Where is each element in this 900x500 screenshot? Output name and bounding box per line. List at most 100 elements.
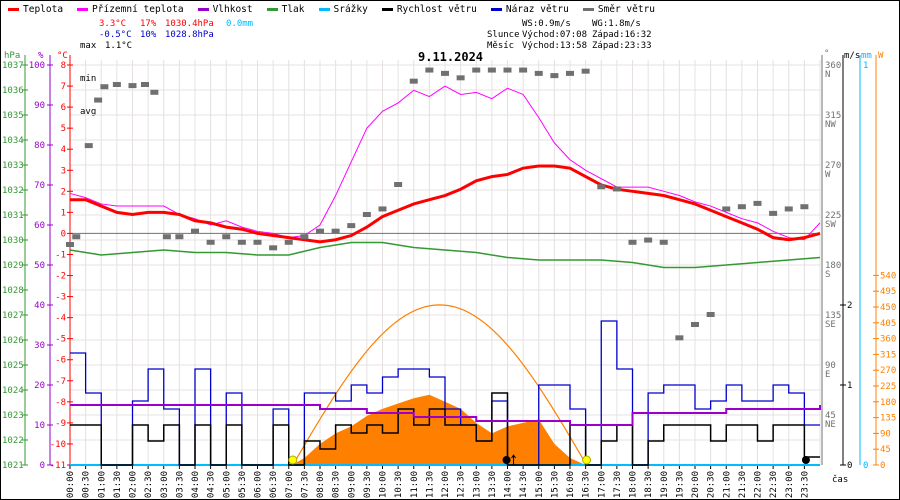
legend-item-humidity: Vlhkost bbox=[197, 4, 253, 15]
legend-swatch bbox=[8, 8, 19, 11]
wind-axis-unit: m/s bbox=[844, 51, 860, 61]
rain-axis-unit: mm bbox=[861, 51, 872, 61]
radiation-tick-label: 540 bbox=[880, 271, 896, 281]
wind-direction-point bbox=[141, 82, 149, 87]
time-tick-label: 03:30 bbox=[175, 471, 185, 498]
legend-item-rain: Srážky bbox=[318, 4, 368, 15]
humidity-tick-label: 50 bbox=[34, 261, 45, 271]
wind-direction-point bbox=[222, 234, 231, 240]
time-tick-label: 15:30 bbox=[550, 471, 560, 498]
wind-direction-point bbox=[800, 204, 809, 210]
pressure-tick-label: 1034 bbox=[2, 136, 24, 146]
legend-swatch bbox=[381, 8, 393, 11]
humidity-tick-label: 70 bbox=[34, 181, 45, 191]
direction-compass-label: W bbox=[825, 170, 831, 180]
time-tick-label: 13:00 bbox=[472, 471, 482, 498]
time-tick-label: 11:00 bbox=[410, 471, 420, 498]
wind-direction-point bbox=[456, 75, 465, 81]
pressure-tick-label: 1024 bbox=[2, 386, 24, 396]
pressure-tick-label: 1027 bbox=[2, 311, 24, 321]
direction-compass-label: N bbox=[825, 70, 830, 80]
temperature-tick-label: 2 bbox=[61, 187, 66, 197]
direction-tick-label: 180 bbox=[825, 261, 841, 271]
time-tick-label: 00:00 bbox=[66, 471, 76, 498]
wind-direction-point bbox=[566, 70, 574, 76]
radiation-tick-label: 270 bbox=[880, 366, 896, 376]
wind-direction-point bbox=[162, 234, 171, 240]
temperature-tick-label: 7 bbox=[61, 82, 66, 92]
legend-label: Směr větru bbox=[597, 4, 656, 15]
sunset-time: Západ:16:32 bbox=[592, 30, 652, 40]
time-tick-label: 10:00 bbox=[379, 471, 389, 498]
time-tick-label: 01:00 bbox=[97, 471, 107, 498]
wind-tick-label: 1 bbox=[847, 381, 852, 391]
rain-tick-label: 0 bbox=[863, 461, 868, 471]
temperature-tick-label: -1 bbox=[55, 250, 66, 260]
humidity-axis-unit: % bbox=[38, 51, 44, 61]
wind-direction-point bbox=[487, 67, 496, 73]
pressure-tick-label: 1022 bbox=[2, 436, 24, 446]
time-tick-label: 23:00 bbox=[785, 471, 795, 498]
pressure-tick-label: 1037 bbox=[2, 61, 24, 71]
moonrise-arrow-icon bbox=[511, 454, 516, 465]
time-tick-label: 18:30 bbox=[644, 471, 654, 498]
humidity-tick-label: 80 bbox=[34, 141, 45, 151]
temperature-tick-label: -7 bbox=[55, 377, 66, 387]
wind-direction-point bbox=[409, 78, 418, 84]
direction-compass-label: S bbox=[825, 270, 830, 280]
temperature-tick-label: -6 bbox=[55, 356, 66, 366]
max-rain: 0.0mm bbox=[226, 19, 254, 29]
wind-direction-point bbox=[784, 206, 793, 212]
wind-direction-point bbox=[612, 186, 621, 192]
temperature-tick-label: 8 bbox=[61, 61, 66, 71]
time-tick-label: 04:30 bbox=[207, 471, 217, 498]
pressure-tick-label: 1029 bbox=[2, 261, 24, 271]
time-tick-label: 21:30 bbox=[738, 471, 748, 498]
humidity-tick-label: 30 bbox=[34, 341, 45, 351]
temperature-tick-label: 5 bbox=[61, 124, 66, 134]
legend-swatch bbox=[266, 8, 278, 11]
wind-direction-point bbox=[769, 210, 778, 216]
pressure-tick-label: 1021 bbox=[2, 461, 24, 471]
legend-item-wind-gust: Náraz větru bbox=[490, 4, 569, 15]
radiation-tick-label: 315 bbox=[880, 350, 896, 360]
pressure-series bbox=[69, 241, 821, 269]
wind-tick-label: 0 bbox=[847, 461, 852, 471]
theoretical-radiation-curve bbox=[292, 304, 588, 466]
time-tick-label: 04:00 bbox=[191, 471, 201, 498]
wind-direction-point bbox=[644, 237, 653, 243]
wind-direction-point bbox=[175, 234, 184, 240]
time-tick-label: 09:00 bbox=[347, 471, 357, 498]
wind-direction-point bbox=[503, 67, 512, 73]
direction-tick-label: 225 bbox=[825, 211, 841, 221]
temperature-tick-label: -4 bbox=[55, 314, 66, 324]
humidity-tick-label: 20 bbox=[34, 381, 45, 391]
time-tick-label: 13:30 bbox=[488, 471, 498, 498]
time-tick-label: 03:00 bbox=[160, 471, 170, 498]
radiation-tick-label: 0 bbox=[880, 461, 885, 471]
min-pressure: 1028.8hPa bbox=[165, 30, 214, 40]
time-tick-label: 19:00 bbox=[660, 471, 670, 498]
pressure-tick-label: 1028 bbox=[2, 286, 24, 296]
wind-direction-point bbox=[550, 73, 559, 79]
max-temp: 3.3°C bbox=[99, 19, 127, 29]
wind-direction-point bbox=[706, 312, 715, 317]
legend-label: Přízemní teplota bbox=[92, 4, 184, 15]
time-tick-label: 05:00 bbox=[222, 471, 232, 498]
sunrise-marker bbox=[288, 455, 298, 465]
moonrise-time: Východ:13:58 bbox=[522, 41, 588, 51]
time-tick-label: 12:00 bbox=[441, 471, 451, 498]
humidity-series bbox=[70, 404, 821, 426]
legend: Teplota Přízemní teplota Vlhkost Tlak Sr… bbox=[8, 4, 655, 15]
wind-direction-point bbox=[691, 322, 699, 327]
pressure-tick-label: 1032 bbox=[2, 186, 24, 196]
direction-tick-label: 135 bbox=[825, 311, 841, 321]
wind-direction-point bbox=[441, 70, 449, 76]
pressure-tick-label: 1023 bbox=[2, 411, 24, 421]
time-tick-label: 17:30 bbox=[613, 471, 623, 498]
pressure-tick-label: 1035 bbox=[2, 111, 24, 121]
time-tick-label: 22:00 bbox=[754, 471, 764, 498]
pressure-tick-label: 1026 bbox=[2, 336, 24, 346]
time-tick-label: 21:00 bbox=[722, 471, 732, 498]
wind-direction-point bbox=[378, 206, 387, 212]
